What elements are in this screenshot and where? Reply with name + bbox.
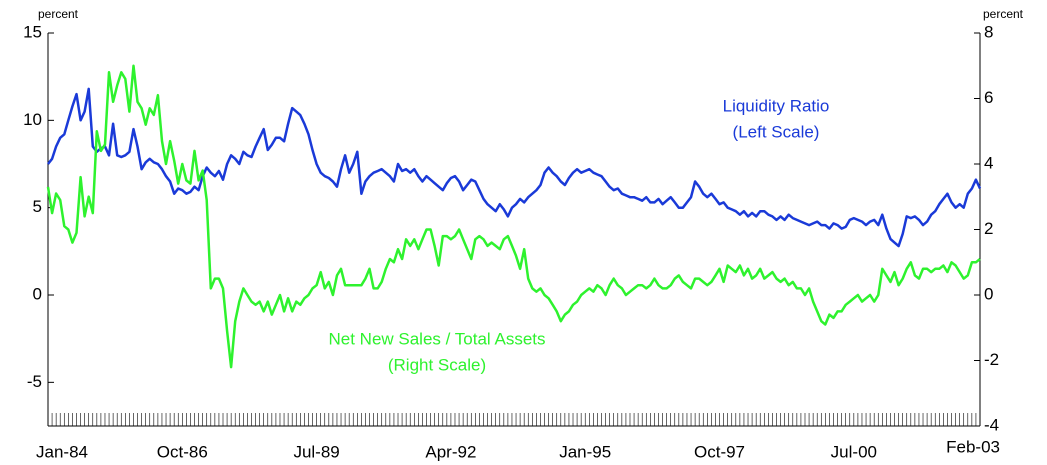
y-tick-label: 15 — [23, 22, 42, 41]
y-tick-label: -5 — [27, 372, 42, 391]
x-tick-label: Jan-95 — [559, 442, 611, 461]
y2-tick-label: 8 — [984, 22, 993, 41]
x-tick-label: Jul-89 — [293, 442, 339, 461]
y2-unit: percent — [983, 7, 1024, 21]
series-label: Liquidity Ratio — [723, 96, 830, 115]
series-scale-label: (Left Scale) — [733, 122, 820, 141]
y-unit: percent — [38, 7, 79, 21]
x-tick-label: Feb-03 — [946, 437, 1000, 456]
y2-tick-label: 6 — [984, 88, 993, 107]
y-tick-label: 5 — [33, 197, 42, 216]
y-tick-label: 0 — [33, 284, 42, 303]
x-tick-label: Jul-00 — [831, 442, 877, 461]
y2-tick-label: 0 — [984, 284, 993, 303]
y2-tick-label: -4 — [984, 415, 999, 434]
series-scale-label: (Right Scale) — [388, 355, 486, 374]
x-tick-label: Jan-84 — [36, 442, 88, 461]
y2-tick-label: 2 — [984, 219, 993, 238]
x-tick-label: Oct-97 — [694, 442, 745, 461]
series-line — [46, 64, 981, 369]
series-line — [47, 87, 982, 248]
y-tick-label: 10 — [23, 110, 42, 129]
series-label: Net New Sales / Total Assets — [328, 329, 545, 348]
x-tick-label: Apr-92 — [425, 442, 476, 461]
y2-tick-label: 4 — [984, 153, 993, 172]
x-tick-label: Oct-86 — [157, 442, 208, 461]
y2-tick-label: -2 — [984, 350, 999, 369]
